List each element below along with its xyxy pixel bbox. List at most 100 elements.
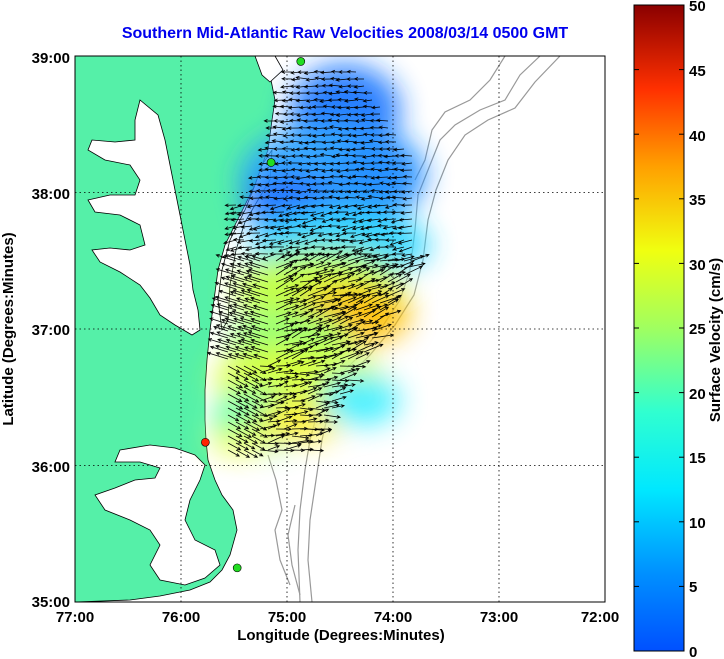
current-vector-arrow [299, 413, 314, 418]
current-vector-arrow [320, 77, 333, 82]
current-vector-arrow [323, 332, 342, 339]
current-vector-arrow [220, 262, 237, 269]
current-vector-arrow [215, 352, 237, 360]
current-vector-arrow [300, 211, 317, 215]
current-vector-arrow [371, 306, 390, 318]
current-vector-arrow [292, 211, 309, 216]
current-vector-arrow [331, 360, 346, 367]
current-vector-arrow [355, 278, 376, 290]
current-vector-arrow [209, 331, 229, 339]
current-vector-arrow [248, 225, 261, 231]
current-vector-arrow [283, 297, 301, 304]
current-vector-arrow [224, 254, 245, 262]
current-vector-arrow [209, 310, 229, 318]
current-vector-arrow [359, 167, 373, 171]
radar-station-marker [232, 563, 242, 573]
current-vector-arrow [236, 332, 253, 339]
current-vector-arrow [395, 278, 414, 290]
current-vector-arrow [363, 332, 379, 339]
current-vector-arrow [323, 400, 339, 405]
current-vector-arrow [307, 287, 328, 297]
current-vector-arrow [232, 282, 253, 290]
current-vector-arrow [243, 414, 258, 423]
current-vector-arrow [363, 290, 383, 297]
current-vector-arrow [283, 395, 297, 402]
current-vector-arrow [289, 139, 301, 144]
current-vector-arrow [235, 372, 249, 381]
current-vector-arrow [313, 189, 325, 193]
current-vector-arrow [235, 435, 249, 443]
current-vector-arrow [287, 126, 301, 130]
current-vector-arrow [307, 268, 328, 276]
current-vector-arrow [267, 423, 282, 430]
current-vector-arrow [307, 439, 323, 444]
current-vector-arrow [220, 318, 237, 325]
current-vector-arrow [215, 344, 237, 353]
current-vector-arrow [299, 332, 321, 339]
current-vector-arrow [320, 175, 333, 180]
current-vector-arrow [213, 325, 229, 332]
current-vector-arrow [233, 317, 253, 325]
current-vector-arrow [251, 393, 268, 403]
current-vector-arrow [379, 273, 394, 283]
current-vector-arrow [350, 232, 365, 238]
current-vector-arrow [243, 449, 259, 458]
current-vector-arrow [229, 332, 245, 339]
current-vector-arrow [235, 365, 253, 376]
current-vector-arrow [369, 133, 381, 137]
current-vector-arrow [365, 210, 381, 215]
current-vector-arrow [384, 140, 397, 144]
current-vectors [206, 69, 430, 458]
current-vector-arrow [272, 168, 285, 173]
current-vector-arrow [283, 311, 299, 318]
current-vector-arrow [308, 231, 325, 235]
current-vector-arrow [263, 218, 277, 222]
current-vector-arrow [224, 268, 245, 276]
current-vector-arrow [274, 154, 284, 158]
current-vector-arrow [339, 351, 360, 360]
current-vector-arrow [402, 196, 413, 201]
current-vector-arrow [323, 250, 344, 262]
current-vector-arrow [319, 70, 333, 75]
current-vector-arrow [304, 112, 317, 116]
current-vector-arrow [392, 175, 405, 180]
current-vector-arrow [298, 105, 309, 110]
current-vector-arrow [339, 283, 356, 290]
current-vector-arrow [338, 182, 349, 187]
current-vector-arrow [283, 343, 301, 353]
current-vector-arrow [315, 418, 330, 423]
current-vector-arrow [378, 125, 389, 130]
current-vector-arrow [295, 75, 309, 80]
current-vector-arrow [331, 387, 347, 395]
current-vector-arrow [218, 310, 237, 318]
current-vector-arrow [235, 421, 250, 430]
current-vector-arrow [363, 324, 383, 332]
current-vector-arrow [258, 195, 269, 200]
current-vector-arrow [307, 318, 324, 325]
current-vector-arrow [244, 255, 261, 262]
current-vector-arrow [315, 254, 330, 262]
current-vector-arrow [335, 78, 349, 82]
current-vector-arrow [352, 134, 365, 138]
current-vector-arrow [336, 225, 349, 230]
current-vector-arrow [391, 195, 405, 200]
current-vector-arrow [353, 181, 365, 186]
current-vector-arrow [227, 400, 244, 410]
current-vector-arrow [400, 190, 413, 194]
current-vector-arrow [346, 69, 357, 74]
current-vector-arrow [299, 395, 316, 402]
current-vector-arrow [281, 155, 293, 159]
current-vector-arrow [217, 338, 237, 346]
current-vector-arrow [345, 181, 357, 186]
current-vector-arrow [391, 181, 405, 185]
current-vector-arrow [243, 386, 257, 394]
current-vector-arrow [275, 301, 294, 311]
current-vector-arrow [229, 262, 245, 269]
current-vector-arrow [363, 292, 382, 304]
current-vector-arrow [283, 423, 298, 430]
current-vector-arrow [355, 289, 373, 297]
current-vector-arrow [315, 429, 333, 437]
radar-station-marker [266, 158, 276, 167]
current-vector-arrow [246, 231, 261, 236]
current-vector-arrow [330, 132, 341, 137]
